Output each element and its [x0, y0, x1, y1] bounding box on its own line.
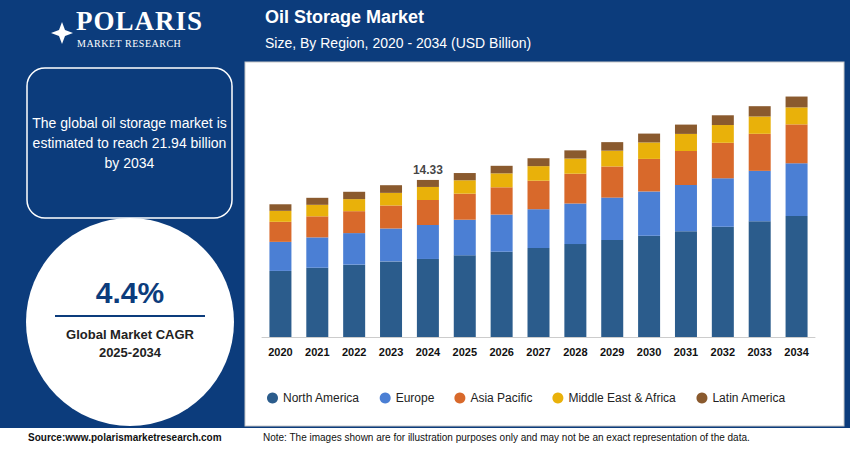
- html-text:Size, By Region, 2020 - 2034 (: Size, By Region, 2020 - 2034 (USD Billio…: [265, 35, 532, 51]
- svg-text:2023: 2023: [379, 346, 403, 358]
- html-text:Note: The images shown are for: Note: The images shown are for illustrat…: [263, 432, 750, 443]
- html-text:Source:www.polarismarketresear: Source:www.polarismarketresearch.com: [28, 432, 222, 443]
- html-text:Global Market CAGR: Global Market CAGR: [66, 327, 194, 342]
- svg-text:2029: 2029: [600, 346, 624, 358]
- svg-text:2028: 2028: [563, 346, 587, 358]
- svg-text:2020: 2020: [268, 346, 292, 358]
- svg-text:2030: 2030: [637, 346, 661, 358]
- svg-text:Latin America: Latin America: [712, 391, 785, 405]
- svg-text:2032: 2032: [711, 346, 735, 358]
- svg-text:2025: 2025: [453, 346, 477, 358]
- html-text:POLARIS: POLARIS: [76, 6, 203, 36]
- html-text:2025-2034: 2025-2034: [98, 345, 162, 360]
- svg-text:North America: North America: [283, 391, 359, 405]
- svg-text:2034: 2034: [784, 346, 809, 358]
- html-text:Oil Storage Market: Oil Storage Market: [265, 7, 424, 27]
- svg-text:2033: 2033: [747, 346, 771, 358]
- svg-text:2031: 2031: [674, 346, 698, 358]
- html-text:4.4%: 4.4%: [95, 276, 165, 309]
- svg-text:Asia Pacific: Asia Pacific: [470, 391, 532, 405]
- svg-text:Europe: Europe: [396, 391, 435, 405]
- svg-text:2022: 2022: [342, 346, 366, 358]
- svg-text:2024: 2024: [416, 346, 441, 358]
- svg-text:2021: 2021: [305, 346, 329, 358]
- svg-text:2027: 2027: [526, 346, 550, 358]
- svg-text:Middle East & Africa: Middle East & Africa: [568, 391, 676, 405]
- svg-text:14.33: 14.33: [413, 163, 443, 177]
- html-text:MARKET RESEARCH: MARKET RESEARCH: [77, 38, 182, 49]
- html-text:The global oil storage market: The global oil storage market is estimat…: [32, 115, 227, 171]
- svg-text:2026: 2026: [489, 346, 513, 358]
